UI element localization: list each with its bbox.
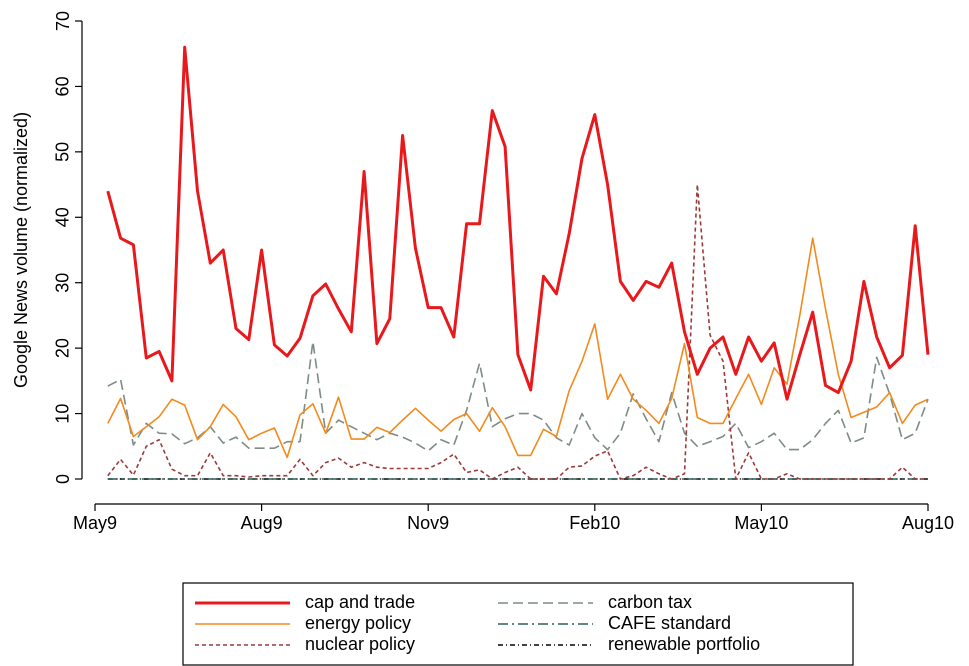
legend-label: cap and trade — [305, 592, 415, 612]
x-tick-label: Aug9 — [241, 513, 283, 533]
x-tick-label: May10 — [734, 513, 788, 533]
series-line — [107, 183, 928, 480]
series-line — [106, 45, 930, 401]
y-axis-title: Google News volume (normalized) — [11, 112, 31, 388]
legend-label: carbon tax — [608, 592, 692, 612]
legend-label: energy policy — [305, 613, 411, 633]
y-tick-label: 0 — [53, 474, 73, 484]
x-tick-label: Nov9 — [407, 513, 449, 533]
legend-label: renewable portfolio — [608, 634, 760, 654]
x-tick-label: May9 — [73, 513, 117, 533]
x-tick-label: Aug10 — [902, 513, 954, 533]
y-tick-label: 10 — [53, 404, 73, 424]
series-line — [107, 237, 929, 459]
y-tick-label: 50 — [53, 142, 73, 162]
y-tick-label: 40 — [53, 207, 73, 227]
y-tick-label: 60 — [53, 76, 73, 96]
y-tick-label: 30 — [53, 273, 73, 293]
series-line — [107, 340, 929, 452]
legend-label: nuclear policy — [305, 634, 415, 654]
x-tick-label: Feb10 — [569, 513, 620, 533]
y-tick-label: 20 — [53, 338, 73, 358]
y-tick-label: 70 — [53, 11, 73, 31]
legend-label: CAFE standard — [608, 613, 731, 633]
